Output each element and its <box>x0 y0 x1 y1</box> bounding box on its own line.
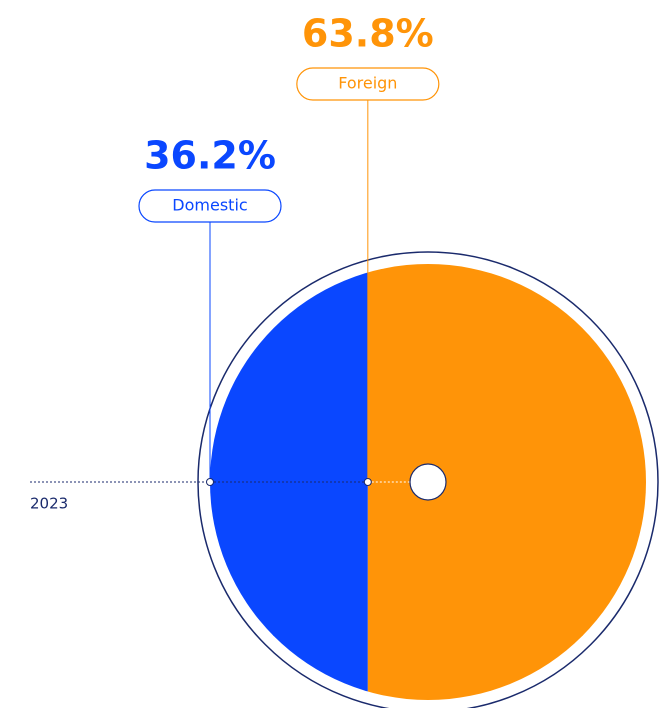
value-label: 63.8% <box>302 12 434 56</box>
category-label: Domestic <box>172 196 247 215</box>
marker-dot <box>363 478 372 486</box>
label-box <box>296 67 440 101</box>
marker-dot <box>206 478 214 486</box>
label-box <box>138 189 282 223</box>
year-label: 2023 <box>30 495 68 513</box>
annotations: 2023 Domestic 36.2% Foreign 63.8% <box>30 12 447 513</box>
slice <box>210 264 368 700</box>
value-label: 36.2% <box>144 134 276 178</box>
center-hole <box>409 463 447 501</box>
category-label: Foreign <box>338 74 397 93</box>
